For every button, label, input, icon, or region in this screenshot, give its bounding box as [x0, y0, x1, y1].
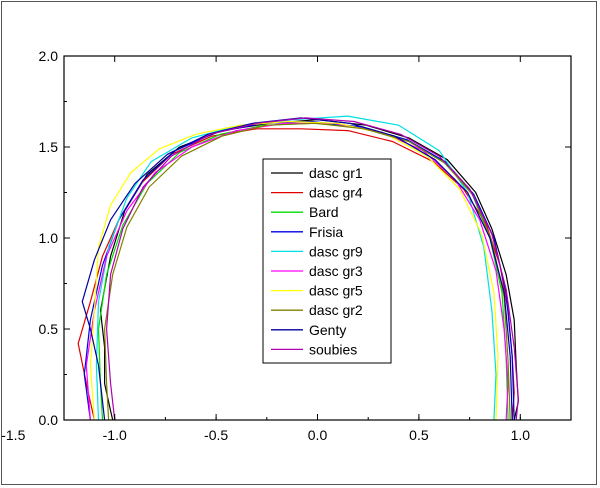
legend-label: Genty [309, 322, 346, 338]
x-tick-label: 0.5 [409, 427, 429, 443]
series-line-frisia [83, 120, 515, 420]
y-tick-label: 1.5 [39, 139, 59, 155]
legend-label: dasc gr2 [309, 302, 363, 318]
legend-label: dasc gr9 [309, 243, 363, 259]
y-tick-label: 1.0 [39, 230, 59, 246]
series-line-genty [81, 117, 513, 420]
series-line-soubies [105, 117, 519, 420]
legend-label: dasc gr3 [309, 263, 363, 279]
legend-label: soubies [309, 341, 357, 357]
legend-label: dasc gr1 [309, 165, 363, 181]
x-tick-label: -1.5 [1, 427, 25, 443]
y-tick-label: 0.0 [39, 412, 59, 428]
x-tick-label: 0.0 [308, 427, 328, 443]
legend-label: dasc gr5 [309, 283, 363, 299]
y-tick-label: 0.5 [39, 321, 59, 337]
legend-label: dasc gr4 [309, 185, 363, 201]
series-line-dasc-gr2 [103, 122, 511, 420]
x-tick-label: -1.0 [103, 427, 127, 443]
series-line-dasc-gr4 [77, 128, 515, 420]
legend: dasc gr1 dasc gr4 Bard Frisia dasc gr9 dasc g… [262, 158, 392, 364]
series-line-dasc-gr5 [89, 120, 499, 420]
y-tick-label: 2.0 [39, 48, 59, 64]
series-layer [77, 115, 519, 420]
axis-layer: -1.5 -1.0 -0.5 0.0 0.5 1.0 0.0 0.5 1.0 1.5 2.0 [1, 48, 572, 443]
x-tick-label: 1.0 [511, 427, 531, 443]
legend-label: Frisia [309, 224, 343, 240]
legend-label: Bard [309, 204, 339, 220]
x-tick-label: -0.5 [204, 427, 228, 443]
